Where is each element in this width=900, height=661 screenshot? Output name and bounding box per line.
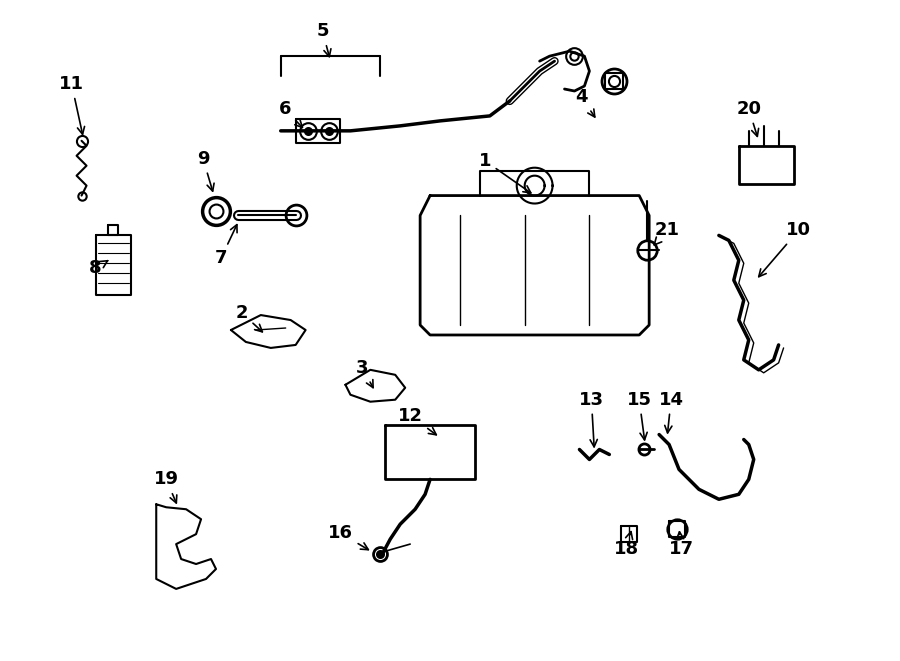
Text: 21: 21 <box>654 221 680 245</box>
Text: 13: 13 <box>579 391 604 447</box>
Text: 6: 6 <box>278 100 302 128</box>
Text: 9: 9 <box>197 150 214 191</box>
Text: 11: 11 <box>59 75 85 134</box>
Text: 10: 10 <box>759 221 811 277</box>
Text: 2: 2 <box>236 304 263 332</box>
Text: 3: 3 <box>356 359 374 387</box>
Text: 7: 7 <box>215 225 237 267</box>
Text: 15: 15 <box>626 391 652 440</box>
Text: 1: 1 <box>479 152 531 193</box>
Text: 12: 12 <box>398 407 436 435</box>
Text: 5: 5 <box>316 22 331 57</box>
Text: 8: 8 <box>89 259 108 277</box>
Text: 14: 14 <box>659 391 684 433</box>
Text: 18: 18 <box>614 531 639 558</box>
Text: 20: 20 <box>736 100 761 136</box>
Text: 17: 17 <box>669 532 694 558</box>
Text: 16: 16 <box>328 524 368 550</box>
Text: 4: 4 <box>575 88 595 117</box>
Text: 19: 19 <box>154 471 179 503</box>
